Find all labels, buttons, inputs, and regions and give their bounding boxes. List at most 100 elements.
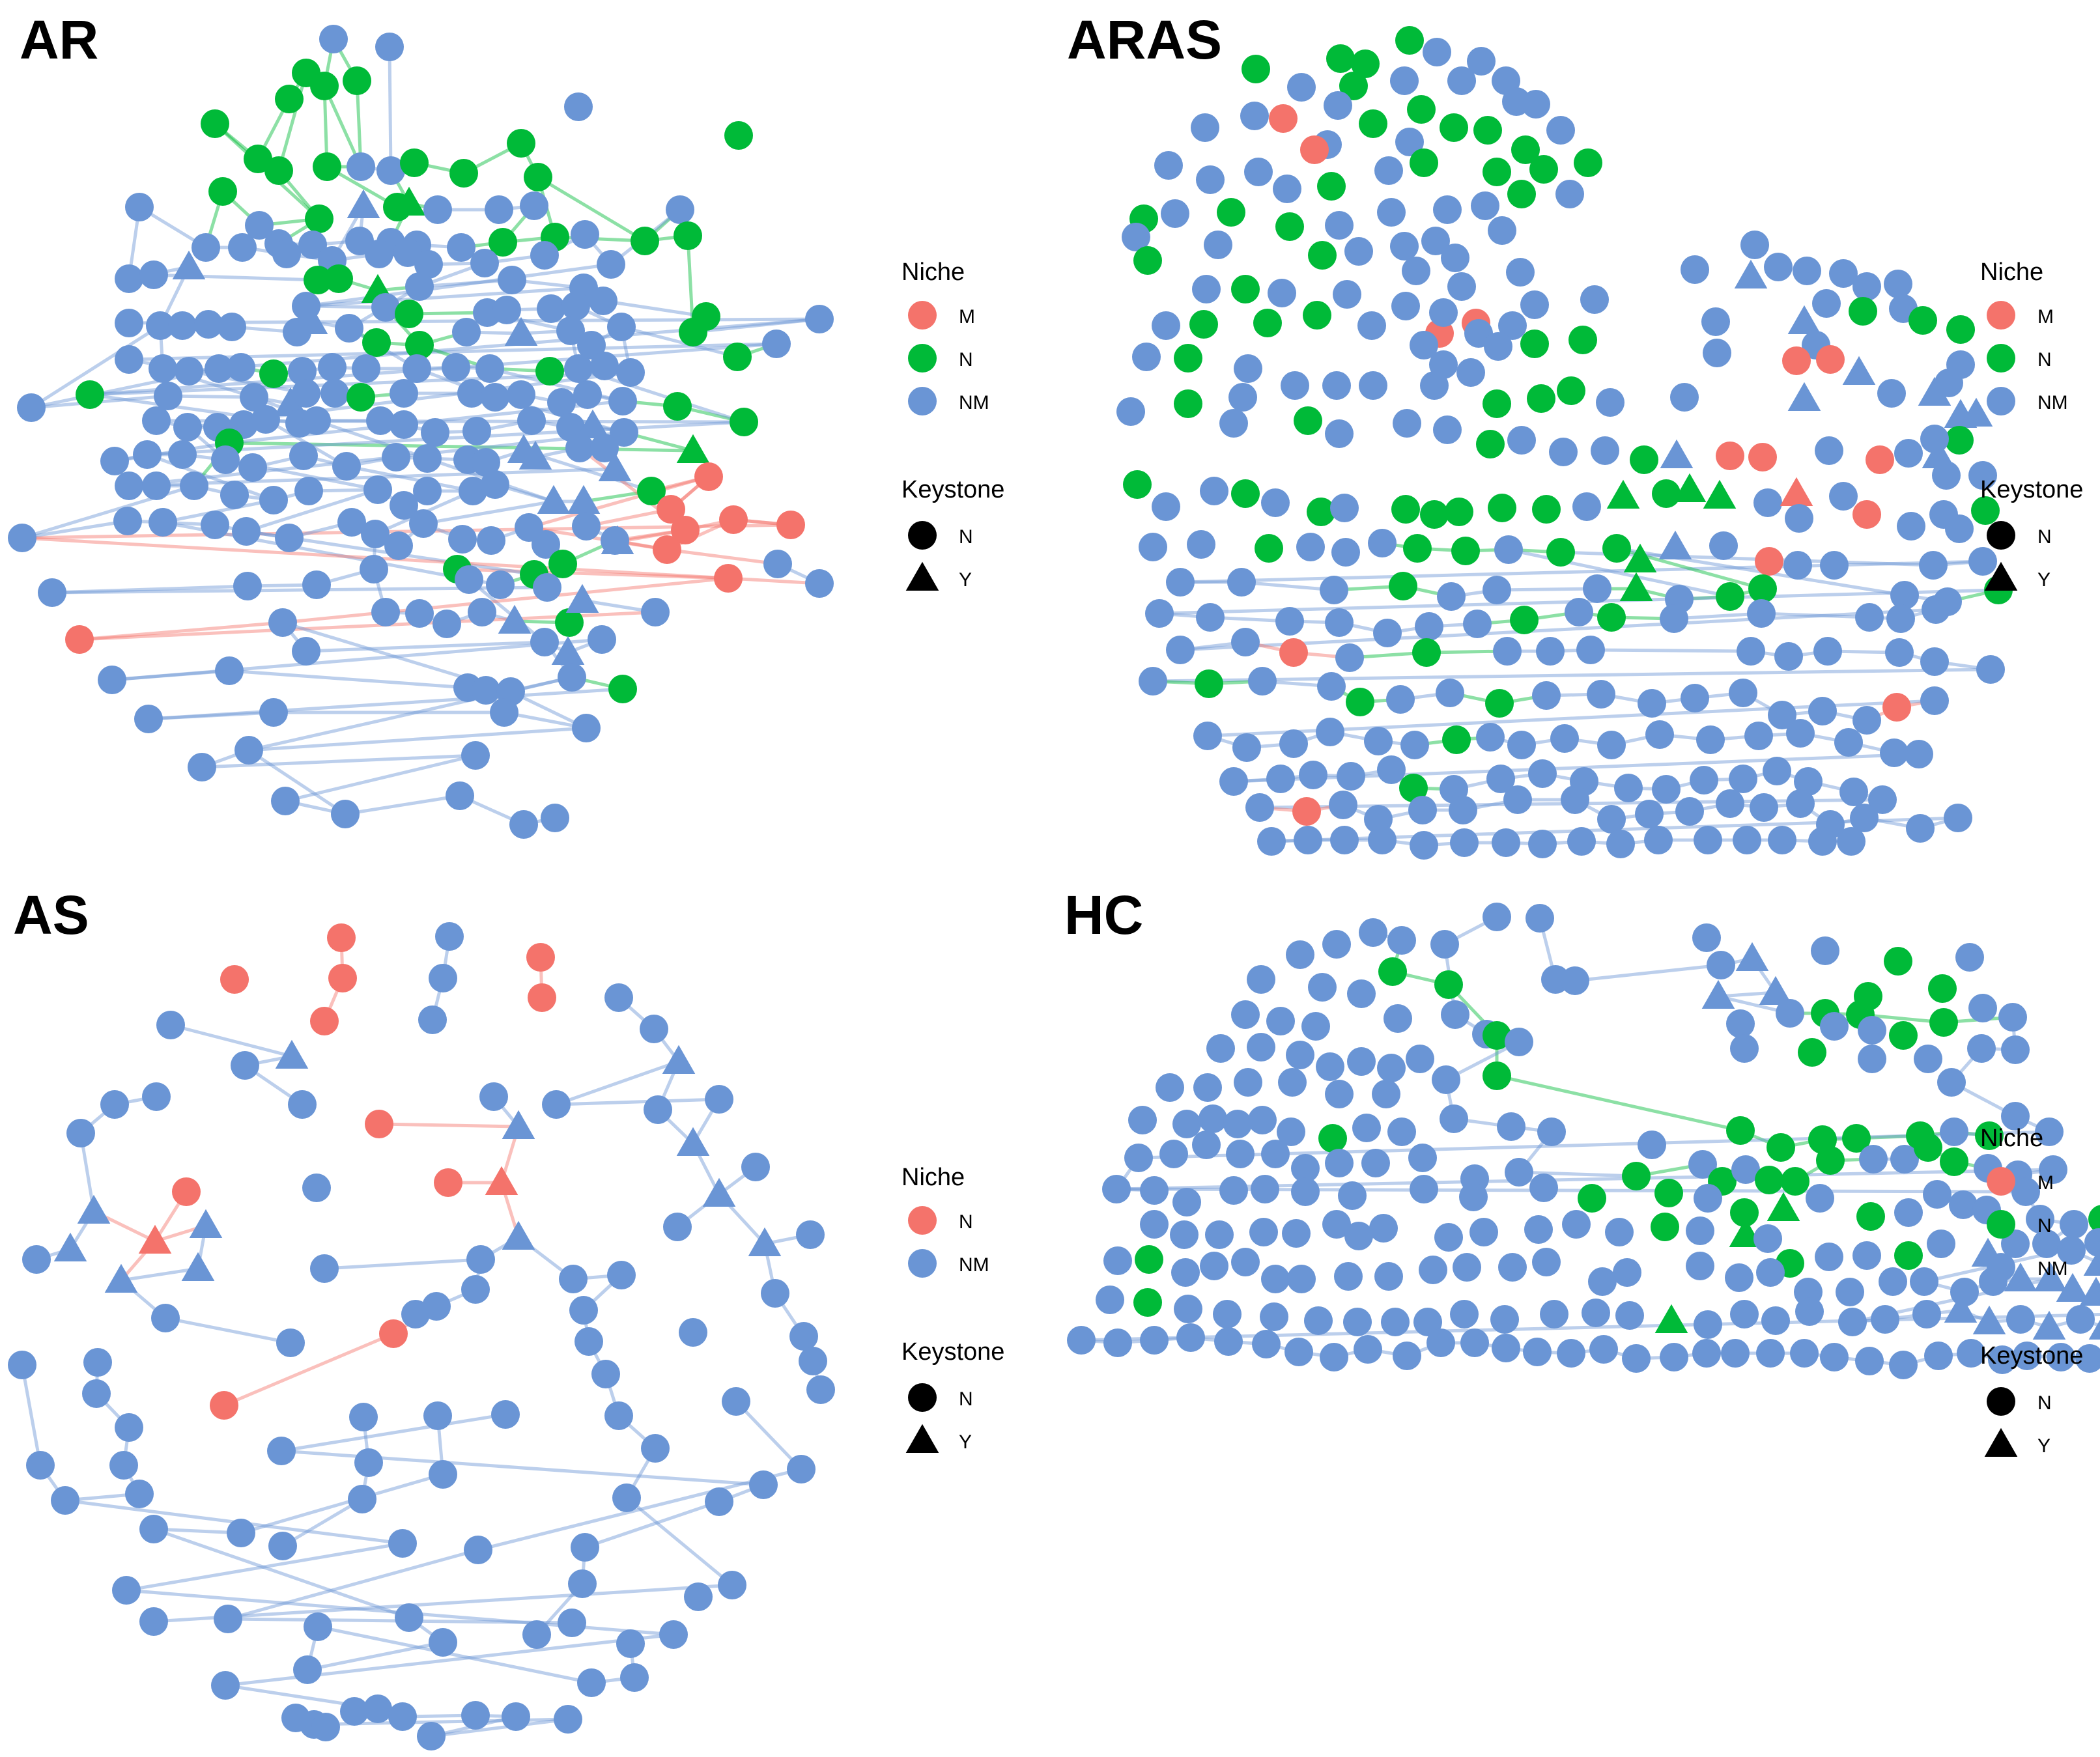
network-node <box>1441 1000 1469 1029</box>
network-node <box>787 1455 816 1483</box>
network-node <box>1199 1104 1227 1133</box>
network-node <box>1756 1258 1785 1287</box>
network-edge <box>1496 1074 1741 1132</box>
network-node <box>390 379 418 408</box>
network-node <box>400 148 429 177</box>
network-node <box>211 1671 240 1700</box>
network-node <box>403 354 431 383</box>
network-node <box>1410 331 1438 359</box>
network-node <box>154 382 182 410</box>
network-node <box>1576 636 1605 664</box>
network-node <box>429 1460 457 1489</box>
network-node <box>149 354 177 383</box>
network-node <box>423 1401 452 1430</box>
network-node <box>442 353 470 382</box>
network-node <box>1456 358 1485 387</box>
network-node <box>1597 805 1626 834</box>
network-node <box>1795 1297 1824 1326</box>
network-node <box>1522 90 1550 119</box>
network-node <box>556 316 585 345</box>
network-node <box>1572 492 1601 521</box>
network-node <box>1955 943 1984 972</box>
network-node <box>498 266 526 294</box>
network-node <box>1359 371 1387 400</box>
legend-niche-swatch <box>1987 344 2015 372</box>
network-node <box>776 511 805 539</box>
network-node <box>1275 607 1304 636</box>
network-node <box>789 1322 818 1351</box>
network-node <box>588 625 616 654</box>
network-node <box>671 516 700 544</box>
network-node <box>1325 608 1354 637</box>
network-node <box>332 452 361 481</box>
network-node <box>1096 1286 1124 1314</box>
keystone-node <box>504 316 538 346</box>
network-node <box>1505 1158 1533 1187</box>
network-node <box>1234 1068 1262 1097</box>
network-node <box>1498 1253 1527 1282</box>
network-node <box>532 530 560 559</box>
network-node <box>1156 1073 1184 1102</box>
network-edge <box>128 430 625 488</box>
network-node <box>1906 814 1935 843</box>
legend-niche-title: Niche <box>1980 1125 2043 1152</box>
legend-niche-title: Niche <box>1980 259 2043 286</box>
network-node <box>1510 606 1539 634</box>
network-node <box>1488 494 1516 522</box>
legend-niche-label: NM <box>959 1254 989 1276</box>
network-node <box>1729 679 1757 707</box>
network-node <box>1284 1338 1313 1366</box>
network-node <box>1507 180 1536 208</box>
legend-triangle-icon <box>905 1424 939 1453</box>
network-node <box>1278 1068 1307 1097</box>
keystone-node <box>567 485 601 514</box>
network-node <box>1785 504 1813 533</box>
network-node <box>1240 102 1269 130</box>
network-node <box>1463 610 1492 638</box>
legend-niche-swatch <box>1987 387 2015 415</box>
network-node <box>1195 669 1223 698</box>
network-edge <box>281 1413 506 1453</box>
network-node <box>1733 826 1761 854</box>
network-node <box>302 406 331 435</box>
network-edge <box>153 1583 733 1623</box>
network-node <box>1776 999 1804 1028</box>
network-edge <box>79 621 283 641</box>
network-node <box>429 1628 457 1657</box>
network-node <box>1322 371 1351 400</box>
keystone-node <box>138 1224 172 1254</box>
network-node <box>1740 231 1769 259</box>
network-node <box>1644 826 1673 854</box>
keystone-node <box>1759 976 1793 1005</box>
network-edge <box>246 488 378 533</box>
network-node <box>1794 767 1823 796</box>
network-node <box>1910 1267 1938 1296</box>
network-node <box>1206 1034 1235 1063</box>
legend-circle-icon <box>1987 521 2015 550</box>
network-node <box>457 379 486 408</box>
network-node <box>485 195 513 224</box>
network-node <box>149 508 177 537</box>
network-node <box>384 531 413 560</box>
network-node <box>1322 930 1351 959</box>
network-edge <box>240 1472 444 1535</box>
network-node <box>1919 551 1948 580</box>
network-node <box>231 1051 259 1080</box>
network-node <box>1852 272 1881 301</box>
network-node <box>1483 389 1511 418</box>
network-node <box>2057 1236 2086 1265</box>
network-node <box>1473 116 1502 145</box>
network-node <box>1300 135 1329 164</box>
network-node <box>1261 1265 1290 1293</box>
network-edge <box>554 235 646 243</box>
network-edge <box>1152 668 1991 683</box>
network-node <box>1251 1175 1279 1203</box>
network-node <box>1116 397 1145 426</box>
network-edge <box>423 499 554 526</box>
network-node <box>481 383 509 412</box>
network-node <box>1914 1133 1942 1162</box>
keystone-node <box>294 305 328 334</box>
network-node <box>434 1168 462 1197</box>
network-node <box>1440 1104 1468 1133</box>
network-node <box>1912 1300 1941 1328</box>
